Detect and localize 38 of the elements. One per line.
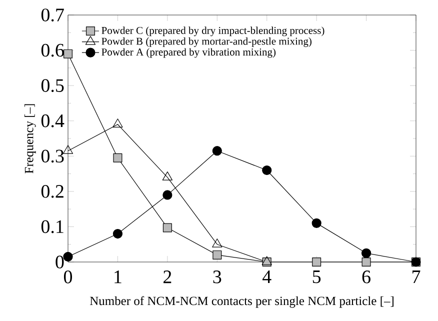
legend-label: Powder B (prepared by mortar-and-pestle mixing) bbox=[102, 37, 312, 47]
point bbox=[62, 145, 74, 154]
y-tick-label: 0.2 bbox=[41, 184, 64, 198]
x-tick-label: 0 bbox=[64, 270, 72, 284]
y-tick-label: 0 bbox=[56, 256, 64, 268]
point bbox=[212, 146, 222, 156]
x-tick-label: 5 bbox=[312, 270, 321, 284]
point bbox=[362, 258, 371, 266]
x-tick-label: 6 bbox=[362, 270, 370, 284]
point bbox=[312, 218, 322, 228]
legend-label: Powder A (prepared by vibration mixing) bbox=[102, 48, 276, 58]
y-tick-label: 0.5 bbox=[41, 79, 64, 92]
y-tick-label: 0.3 bbox=[41, 150, 64, 163]
y-tick-label: 0.1 bbox=[41, 220, 64, 234]
x-tick-label: 7 bbox=[412, 270, 420, 283]
x-tick-label: 4 bbox=[262, 270, 272, 284]
point bbox=[212, 250, 222, 260]
y-axis-title: Frequency [–] bbox=[24, 104, 36, 174]
y-tick-label: 0.7 bbox=[41, 8, 64, 22]
legend-label: Powder C (prepared by dry impact-blending process) bbox=[102, 26, 324, 36]
point bbox=[113, 153, 122, 162]
point bbox=[112, 118, 123, 128]
point bbox=[64, 49, 72, 58]
point bbox=[262, 165, 272, 176]
point bbox=[361, 248, 372, 258]
point bbox=[162, 223, 172, 232]
x-tick-label: 1 bbox=[114, 270, 122, 284]
y-tick-label: 0.6 bbox=[41, 44, 64, 57]
x-axis-title: Number of NCM-NCM contacts per single NCM particle [–] bbox=[90, 296, 394, 308]
x-tick-label: 2 bbox=[164, 270, 172, 284]
y-tick-label: 0.4 bbox=[41, 114, 64, 128]
point bbox=[212, 238, 222, 248]
point bbox=[112, 228, 123, 239]
point bbox=[162, 172, 172, 180]
x-tick-label: 3 bbox=[213, 270, 222, 284]
point bbox=[63, 252, 73, 262]
point bbox=[162, 190, 172, 200]
point bbox=[312, 258, 322, 266]
